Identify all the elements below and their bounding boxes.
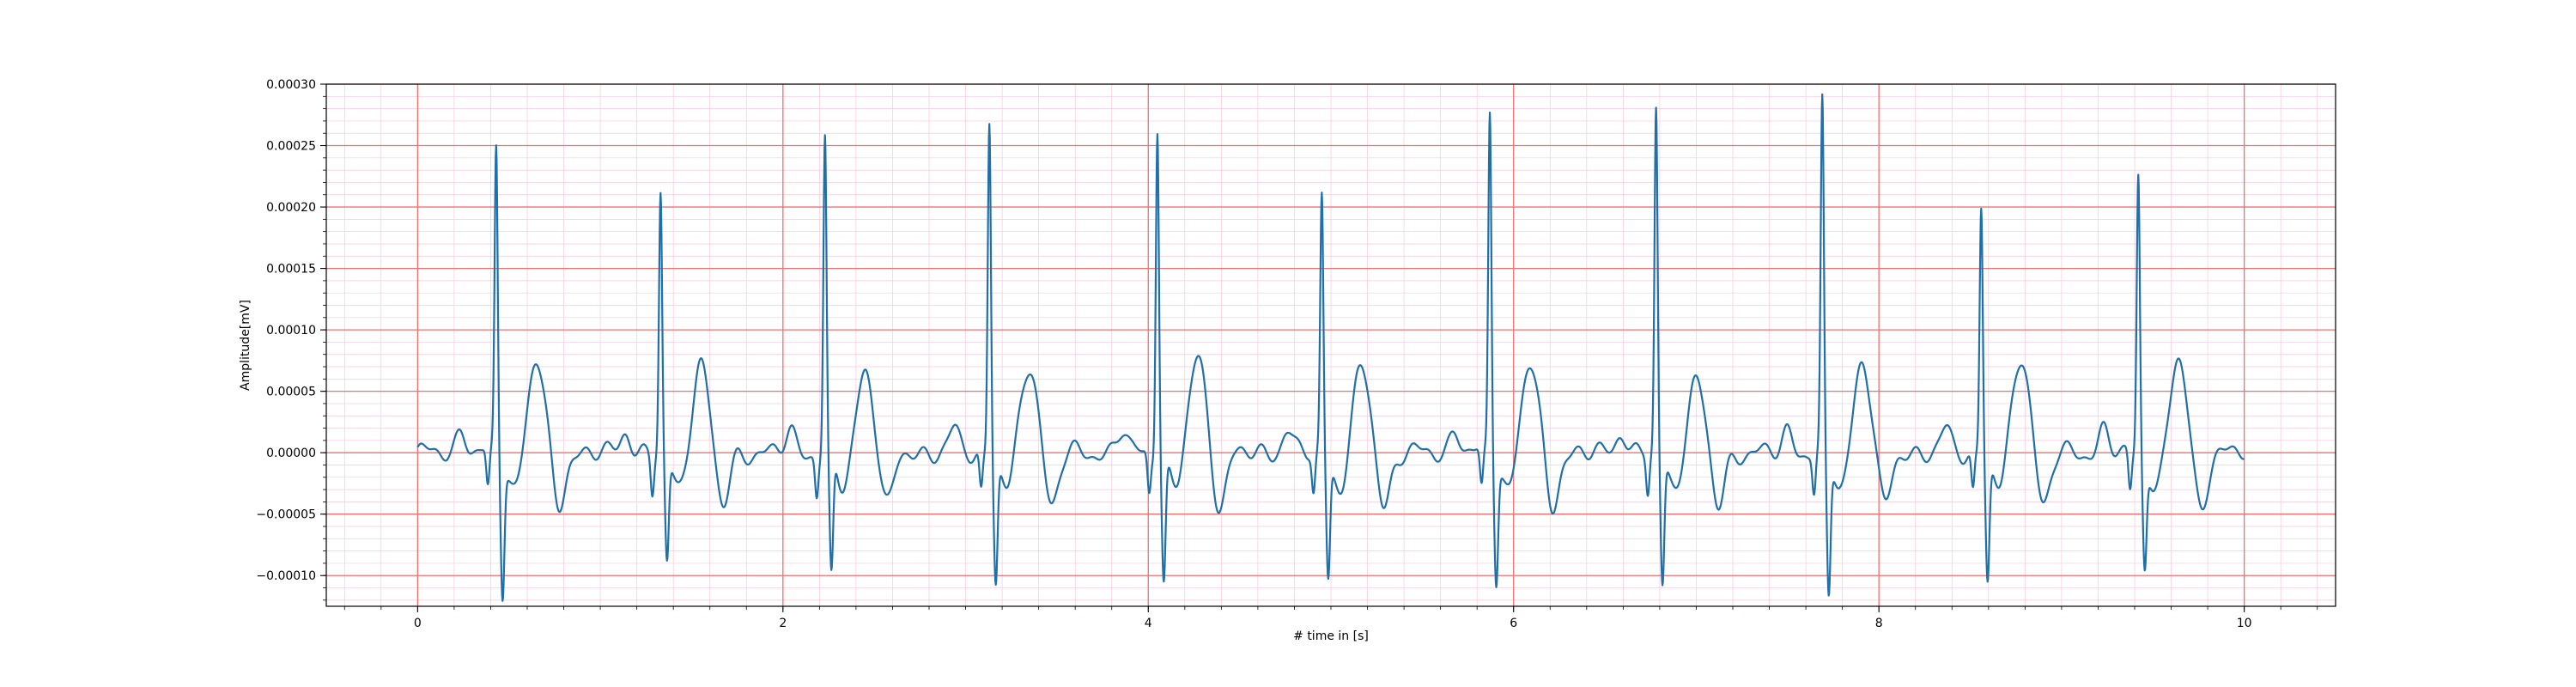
y-tick-label: 0.00000 (266, 447, 316, 460)
y-axis-label: Amplitude[mV] (239, 300, 252, 391)
y-tick-label: 0.00020 (266, 201, 316, 215)
y-axis: −0.00010 −0.00005 0.00000 0.00005 0.00010 0.0… (256, 78, 326, 601)
y-tick-label: 0.00010 (266, 324, 316, 337)
x-tick-label: 4 (1145, 617, 1152, 630)
y-tick-label: 0.00005 (266, 386, 316, 399)
y-tick-label: −0.00005 (256, 508, 316, 522)
x-axis: 0 2 4 6 8 10 (343, 606, 2318, 630)
ecg-signal-line (416, 93, 2245, 602)
x-tick-label: 6 (1510, 617, 1517, 630)
y-tick-label: 0.00025 (266, 140, 316, 154)
y-tick-label: 0.00030 (266, 78, 316, 92)
y-tick-label: −0.00010 (256, 569, 316, 583)
x-axis-label: # time in [s] (1293, 629, 1369, 643)
x-tick-label: 8 (1875, 617, 1883, 630)
x-tick-label: 2 (779, 617, 787, 630)
x-tick-label: 0 (414, 617, 422, 630)
x-tick-label: 10 (2237, 617, 2252, 630)
y-tick-label: 0.00015 (266, 263, 316, 277)
plot-area (325, 83, 2336, 607)
